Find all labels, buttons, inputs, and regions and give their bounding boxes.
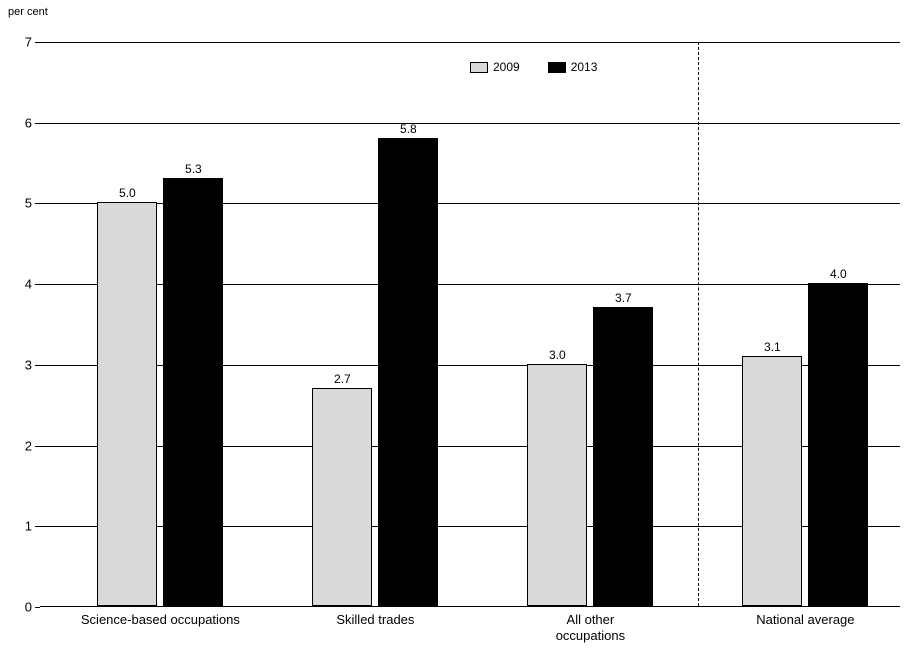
y-tick-label: 7 <box>25 35 32 50</box>
x-category-label: All otheroccupations <box>500 612 680 643</box>
legend-swatch <box>548 62 566 73</box>
bar-2009: 5.0 <box>97 202 157 606</box>
bar-2009: 2.7 <box>312 388 372 606</box>
bar-value-label: 3.1 <box>764 340 781 354</box>
y-axis-title: per cent <box>8 6 48 18</box>
plot-area: 012345675.05.3Science-based occupations2… <box>40 42 900 607</box>
y-tick-mark <box>35 446 40 447</box>
bar-value-label: 4.0 <box>830 267 847 281</box>
x-category-label: Skilled trades <box>285 612 465 628</box>
y-tick-label: 2 <box>25 438 32 453</box>
gridline <box>40 42 900 43</box>
y-tick-label: 6 <box>25 115 32 130</box>
y-tick-mark <box>35 526 40 527</box>
legend-label: 2009 <box>493 60 520 74</box>
legend: 2009 2013 <box>470 60 597 74</box>
y-tick-mark <box>35 123 40 124</box>
y-tick-label: 5 <box>25 196 32 211</box>
bar-2013: 5.8 <box>378 138 438 606</box>
bar-value-label: 5.3 <box>185 162 202 176</box>
legend-label: 2013 <box>571 60 598 74</box>
y-tick-mark <box>35 42 40 43</box>
y-tick-mark <box>35 203 40 204</box>
separator-line <box>698 42 699 606</box>
y-tick-label: 0 <box>25 600 32 615</box>
y-tick-mark <box>35 365 40 366</box>
bar-value-label: 5.0 <box>119 186 136 200</box>
x-category-label: Science-based occupations <box>70 612 250 628</box>
bar-2009: 3.1 <box>742 356 802 606</box>
bar-value-label: 3.0 <box>549 348 566 362</box>
y-tick-label: 1 <box>25 519 32 534</box>
bar-2009: 3.0 <box>527 364 587 606</box>
legend-swatch <box>470 62 488 73</box>
bar-2013: 3.7 <box>593 307 653 606</box>
y-tick-label: 3 <box>25 357 32 372</box>
legend-item: 2009 <box>470 60 520 74</box>
legend-item: 2013 <box>548 60 598 74</box>
bar-value-label: 3.7 <box>615 291 632 305</box>
bar-value-label: 5.8 <box>400 122 417 136</box>
gridline <box>40 123 900 124</box>
bar-2013: 4.0 <box>808 283 868 606</box>
y-tick-mark <box>35 607 40 608</box>
y-tick-label: 4 <box>25 277 32 292</box>
x-category-label: National average <box>715 612 895 628</box>
chart-container: per cent 012345675.05.3Science-based occ… <box>0 0 910 661</box>
bar-2013: 5.3 <box>163 178 223 606</box>
y-tick-mark <box>35 284 40 285</box>
bar-value-label: 2.7 <box>334 372 351 386</box>
